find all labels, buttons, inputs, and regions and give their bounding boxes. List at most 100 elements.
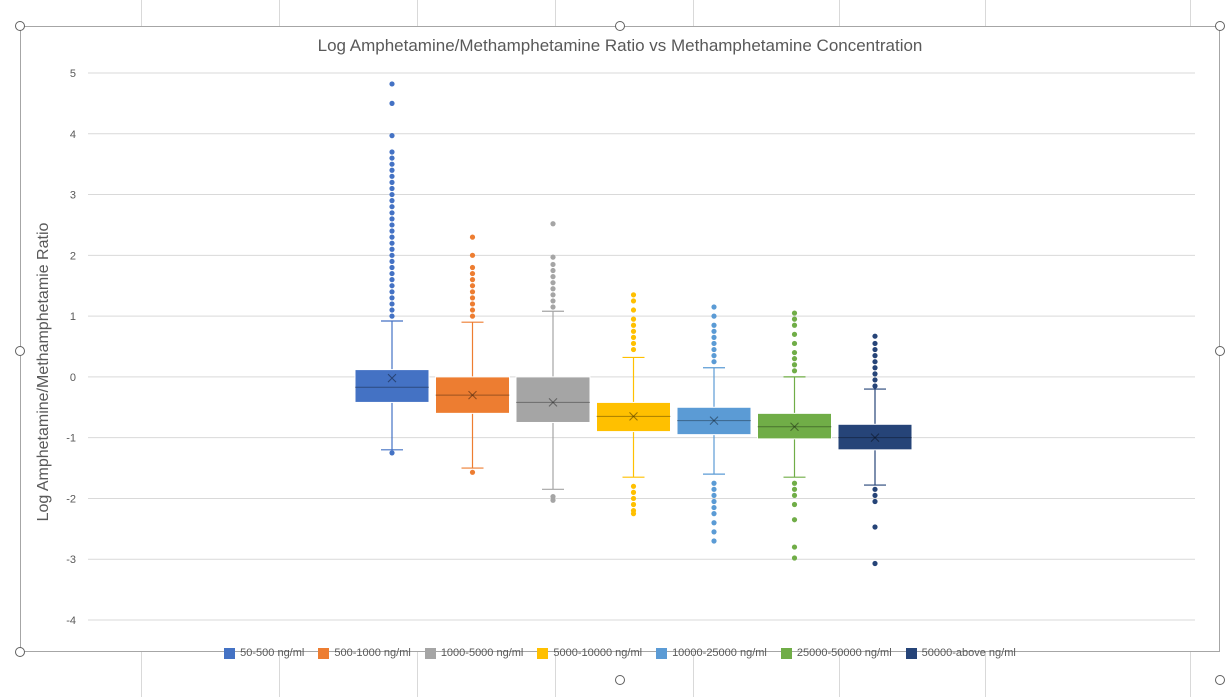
outlier-point [550, 274, 556, 280]
outlier-point [469, 289, 476, 295]
y-tick-label: -4 [66, 615, 76, 627]
outlier-point [550, 280, 556, 286]
outlier-point [630, 316, 637, 322]
legend-label: 50-500 ng/ml [240, 647, 305, 659]
chart-area[interactable] [20, 26, 1220, 652]
outlier-point [389, 155, 395, 161]
outlier-point [872, 377, 878, 383]
legend-item: 5000-10000 ng/ml [537, 647, 642, 659]
outlier-point [389, 222, 395, 228]
outlier-point [630, 298, 637, 304]
outlier-point [389, 295, 395, 301]
outlier-point [711, 498, 717, 505]
outlier-point [791, 331, 798, 337]
outlier-point [469, 277, 476, 283]
outlier-point [469, 252, 476, 258]
mean-marker [548, 398, 558, 407]
legend-item: 10000-25000 ng/ml [656, 647, 767, 659]
y-tick-label: 3 [70, 190, 76, 202]
outlier-point [711, 334, 717, 340]
y-tick-label: 5 [70, 68, 76, 80]
outlier-point [469, 301, 476, 307]
outlier-point [389, 133, 395, 139]
mean-marker [709, 416, 719, 426]
outlier-point [389, 167, 395, 173]
outlier-point [711, 492, 717, 499]
legend-label: 50000-above ng/ml [921, 647, 1016, 659]
legend-swatch [224, 647, 236, 659]
y-tick-label: 4 [70, 129, 76, 141]
legend-swatch [905, 647, 917, 659]
outlier-point [872, 359, 878, 365]
outlier-point [791, 349, 798, 356]
box [435, 376, 510, 414]
outlier-point [389, 313, 395, 319]
outlier-point [389, 179, 395, 185]
outlier-point [550, 298, 556, 304]
outlier-point [389, 100, 395, 106]
outlier-point [469, 307, 476, 313]
outlier-point [711, 322, 717, 328]
outlier-point [872, 371, 878, 377]
outlier-point [711, 340, 717, 347]
outlier-point [711, 359, 717, 365]
outlier-point [469, 313, 476, 319]
outlier-point [791, 501, 798, 508]
legend-swatch [780, 647, 792, 659]
outlier-point [872, 524, 878, 530]
outlier-point [872, 486, 878, 492]
outlier-point [711, 538, 717, 544]
outlier-point [630, 483, 637, 489]
outlier-point [711, 328, 717, 334]
outlier-point [791, 555, 798, 561]
mean-marker [468, 390, 477, 400]
outlier-point [791, 492, 798, 499]
outlier-point [872, 333, 878, 339]
outlier-point [550, 292, 556, 298]
box [757, 412, 832, 440]
outlier-point [872, 560, 878, 567]
outlier-point [389, 234, 395, 240]
resize-handle-left[interactable] [15, 346, 25, 356]
outlier-point [872, 365, 878, 371]
outlier-point [389, 277, 395, 283]
y-tick-label: -3 [66, 554, 76, 566]
legend-swatch [318, 647, 330, 659]
outlier-point [791, 480, 798, 486]
resize-handle-bottom[interactable] [615, 675, 625, 685]
outlier-point [389, 450, 395, 456]
outlier-point [389, 307, 395, 313]
outlier-point [550, 497, 556, 503]
y-tick-label: -1 [66, 433, 76, 445]
resize-handle-top-left[interactable] [15, 21, 25, 31]
outlier-point [791, 310, 798, 316]
outlier-point [389, 246, 395, 252]
box [676, 406, 752, 436]
box [837, 423, 913, 451]
outlier-point [791, 486, 798, 492]
outlier-point [550, 494, 556, 500]
resize-handle-top[interactable] [615, 21, 625, 31]
outlier-point [550, 304, 556, 310]
outlier-point [630, 501, 637, 508]
legend-label: 1000-5000 ng/ml [440, 647, 524, 659]
outlier-point [711, 504, 717, 511]
outlier-point [389, 270, 395, 277]
outlier-point [872, 353, 878, 359]
outlier-point [469, 234, 476, 240]
outlier-point [791, 362, 798, 368]
outlier-point [550, 261, 556, 268]
outlier-point [389, 258, 395, 265]
outlier-point [630, 307, 637, 313]
outlier-point [389, 81, 395, 87]
box [596, 401, 671, 433]
outlier-point [791, 356, 798, 362]
outlier-point [711, 529, 717, 535]
outlier-point [791, 316, 798, 322]
legend-item: 500-1000 ng/ml [318, 647, 411, 659]
outlier-point [711, 511, 717, 517]
legend-swatch [424, 647, 436, 659]
chart-title: Log Amphetamine/Methamphetamine Ratio vs… [317, 36, 923, 55]
resize-handle-bottom-left[interactable] [15, 647, 25, 657]
outlier-point [711, 346, 717, 353]
